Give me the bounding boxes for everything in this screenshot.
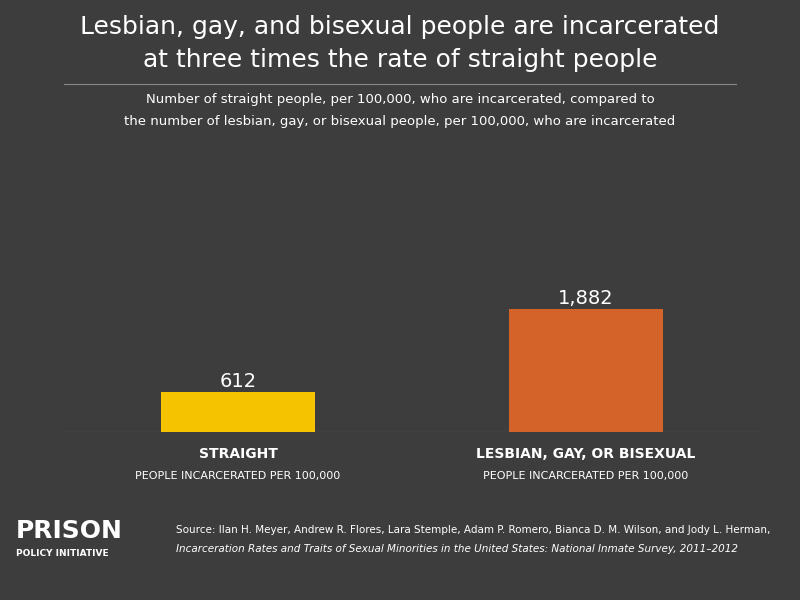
Text: 1,882: 1,882 [558, 289, 614, 308]
Bar [162, 392, 314, 432]
Text: STRAIGHT: STRAIGHT [198, 447, 278, 461]
Text: 612: 612 [219, 372, 257, 391]
Text: POLICY INITIATIVE: POLICY INITIATIVE [16, 549, 109, 558]
Bar [510, 309, 662, 432]
Text: Source: Ilan H. Meyer, Andrew R. Flores, Lara Stemple, Adam P. Romero, Bianca D.: Source: Ilan H. Meyer, Andrew R. Flores,… [176, 525, 770, 535]
Text: Incarceration Rates and Traits of Sexual Minorities in the United States: Nation: Incarceration Rates and Traits of Sexual… [176, 544, 738, 554]
Text: PEOPLE INCARCERATED PER 100,000: PEOPLE INCARCERATED PER 100,000 [135, 471, 341, 481]
Text: the number of lesbian, gay, or bisexual people, per 100,000, who are incarcerate: the number of lesbian, gay, or bisexual … [124, 115, 676, 128]
Text: PEOPLE INCARCERATED PER 100,000: PEOPLE INCARCERATED PER 100,000 [483, 471, 689, 481]
Text: at three times the rate of straight people: at three times the rate of straight peop… [142, 48, 658, 72]
Text: LESBIAN, GAY, OR BISEXUAL: LESBIAN, GAY, OR BISEXUAL [476, 447, 696, 461]
Text: PRISON: PRISON [16, 519, 123, 543]
Text: Lesbian, gay, and bisexual people are incarcerated: Lesbian, gay, and bisexual people are in… [80, 15, 720, 39]
Text: Number of straight people, per 100,000, who are incarcerated, compared to: Number of straight people, per 100,000, … [146, 93, 654, 106]
